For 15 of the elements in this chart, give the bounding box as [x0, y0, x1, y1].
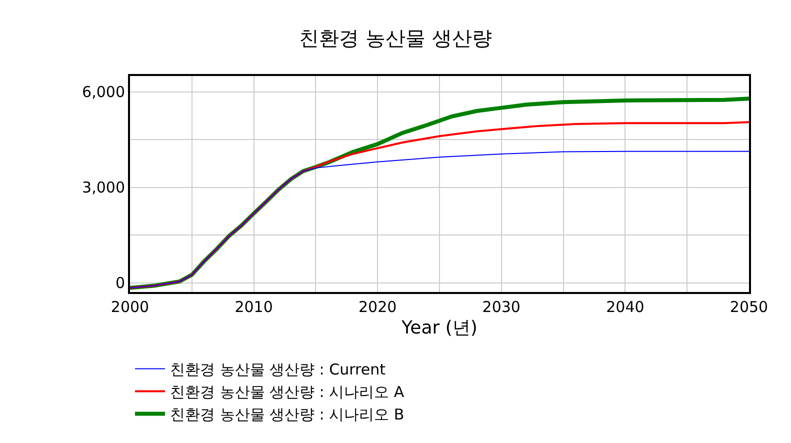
y-tick-label: 3,000 [82, 178, 125, 197]
y-tick-label: 6,000 [82, 83, 125, 102]
x-tick-label: 2020 [358, 298, 397, 316]
legend-label: 친환경 농산물 생산량 : Current [170, 360, 386, 379]
chart-title: 친환경 농산물 생산량 [299, 26, 492, 50]
x-tick-label: 2010 [234, 298, 273, 316]
x-tick-label: 2030 [482, 298, 520, 316]
legend-label: 친환경 농산물 생산량 : 시나리오 A [170, 383, 405, 402]
legend-label: 친환경 농산물 생산량 : 시나리오 B [170, 406, 404, 424]
x-tick-label: 2000 [110, 298, 150, 316]
x-axis-title: Year (년) [400, 318, 478, 339]
line-series [130, 150, 749, 288]
x-tick-label: 2050 [730, 298, 768, 316]
y-tick-label: 0 [115, 274, 125, 292]
x-tick-label: 2040 [606, 298, 644, 316]
